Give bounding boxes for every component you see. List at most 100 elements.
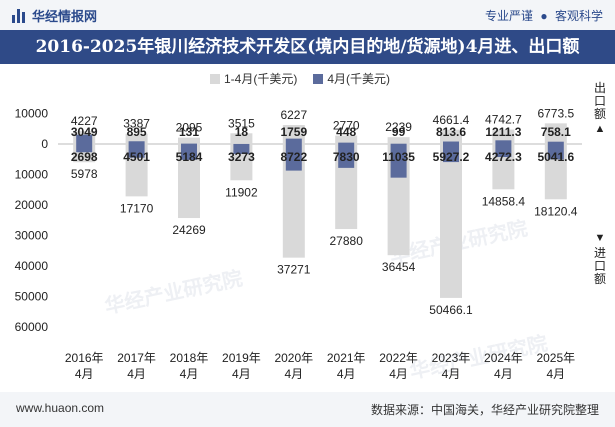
label-april-import: 5041.6 [537, 150, 574, 164]
footer-website: www.huaon.com [16, 401, 105, 415]
label-april-import: 4501 [123, 150, 150, 164]
bar-ytd-export [544, 123, 567, 144]
x-tick-label-year: 2023年 [432, 351, 471, 365]
legend-item-april: 4月(千美元) [313, 70, 390, 87]
label-april-import: 5184 [176, 150, 203, 164]
label-ytd-export: 2770 [333, 119, 360, 133]
label-ytd-import: 18120.4 [534, 204, 578, 218]
tag-professional: 专业严谨 [485, 9, 534, 23]
label-april-export: 18 [235, 125, 249, 139]
x-tick-label-month: 4月 [546, 367, 565, 381]
x-tick-label-month: 4月 [442, 367, 461, 381]
label-ytd-export: 2095 [176, 121, 203, 135]
bar-ytd-export [440, 129, 462, 144]
chart-title: 2016-2025年银川经济技术开发区(境内目的地/货源地)4月进、出口额 [0, 30, 615, 64]
label-ytd-export: 2239 [385, 120, 412, 134]
label-april-export: 813.6 [436, 125, 466, 139]
label-ytd-export: 3515 [228, 116, 255, 130]
label-ytd-import: 11902 [225, 185, 258, 199]
label-ytd-export: 4661.4 [433, 113, 470, 127]
bar-ytd-import [178, 144, 200, 219]
bar-april-import [495, 144, 512, 158]
brand-logo-icon [12, 8, 26, 23]
label-april-import: 3273 [228, 150, 255, 164]
bar-ytd-import [282, 144, 305, 258]
watermark-0: 华经产业研究院 [103, 266, 245, 319]
x-tick-label-year: 2017年 [117, 351, 156, 365]
chart-canvas: 华经产业研究院华经产业研究院华经产业研究院1000001000020000300… [15, 106, 582, 384]
y-tick-label: 50000 [15, 290, 49, 304]
label-ytd-import: 14858.4 [482, 194, 526, 208]
label-ytd-import: 50466.1 [429, 303, 473, 317]
label-april-export: 131 [179, 125, 199, 139]
legend-item-ytd: 1-4月(千美元) [210, 70, 297, 87]
import-label-text: 进口额 [593, 246, 606, 286]
label-ytd-export: 4742.7 [485, 113, 522, 127]
label-april-export: 448 [336, 125, 356, 139]
bar-april-import [128, 144, 145, 158]
x-tick-label-month: 4月 [75, 367, 94, 381]
bar-ytd-export [335, 135, 358, 144]
triangle-down-icon: ▼ [594, 232, 606, 244]
brand: 华经情报网 [12, 6, 97, 25]
footer-source: 数据来源：中国海关，华经产业研究院整理 [370, 403, 599, 417]
watermark-2: 华经产业研究院 [408, 331, 550, 384]
legend-swatch-april [313, 73, 324, 84]
x-tick-label-month: 4月 [232, 367, 251, 381]
label-ytd-import: 17170 [120, 201, 154, 215]
label-april-export: 895 [127, 125, 147, 139]
label-ytd-export: 6227 [280, 108, 307, 122]
brand-name: 华经情报网 [32, 9, 98, 24]
label-april-import: 5927.2 [433, 150, 470, 164]
label-april-import: 7830 [333, 150, 360, 164]
y-tick-label: 10000 [15, 107, 49, 121]
bar-april-export [285, 138, 302, 144]
label-april-export: 1211.3 [485, 125, 521, 139]
bar-ytd-export [230, 133, 253, 144]
x-tick-label-month: 4月 [127, 367, 146, 381]
bar-april-import [338, 144, 355, 168]
x-tick-label-year: 2024年 [484, 351, 523, 365]
bar-april-export [338, 142, 355, 144]
bar-april-import [547, 144, 564, 160]
y-tick-label: 10000 [15, 168, 49, 182]
label-april-export: 758.1 [541, 125, 571, 139]
bar-ytd-export [125, 133, 148, 144]
x-tick-label-year: 2025年 [536, 351, 575, 365]
header-tags: 专业严谨 ● 客观科学 [485, 7, 603, 24]
triangle-up-icon: ▲ [594, 123, 606, 135]
import-side-label: ▼ 进口额 [593, 232, 607, 286]
label-ytd-export: 4227 [71, 114, 98, 128]
x-tick-label-month: 4月 [389, 367, 408, 381]
export-label-text: 出口额 [593, 81, 606, 121]
label-ytd-export: 6773.5 [537, 106, 574, 120]
label-april-import: 8722 [280, 150, 307, 164]
x-tick-label-year: 2022年 [379, 351, 418, 365]
x-tick-label-month: 4月 [494, 367, 513, 381]
x-tick-label-month: 4月 [284, 367, 303, 381]
y-tick-label: 60000 [15, 320, 49, 334]
bullet-icon: ● [540, 9, 548, 23]
label-ytd-import: 27880 [330, 234, 364, 248]
tag-objective: 客观科学 [554, 9, 603, 23]
label-april-import: 2698 [71, 150, 98, 164]
legend-label-april: 4月(千美元) [327, 72, 391, 86]
bar-april-export [76, 134, 93, 144]
y-tick-label: 40000 [15, 259, 49, 273]
label-april-import: 11035 [382, 150, 415, 164]
bar-april-import [233, 144, 250, 154]
label-april-export: 1759 [280, 125, 307, 139]
bar-april-export [443, 141, 459, 144]
y-tick-label: 0 [41, 137, 48, 151]
bar-april-import [443, 144, 459, 163]
x-tick-label-year: 2019年 [222, 351, 261, 365]
x-tick-label-month: 4月 [337, 367, 356, 381]
x-tick-label-year: 2020年 [274, 351, 313, 365]
bar-ytd-export [178, 137, 200, 144]
label-ytd-import: 24269 [172, 223, 206, 237]
bar-april-export [495, 140, 512, 144]
x-tick-label-year: 2016年 [65, 351, 104, 365]
bar-ytd-export [387, 137, 410, 144]
legend-swatch-ytd [210, 73, 220, 84]
export-side-label: 出口额 ▲ [593, 82, 607, 136]
